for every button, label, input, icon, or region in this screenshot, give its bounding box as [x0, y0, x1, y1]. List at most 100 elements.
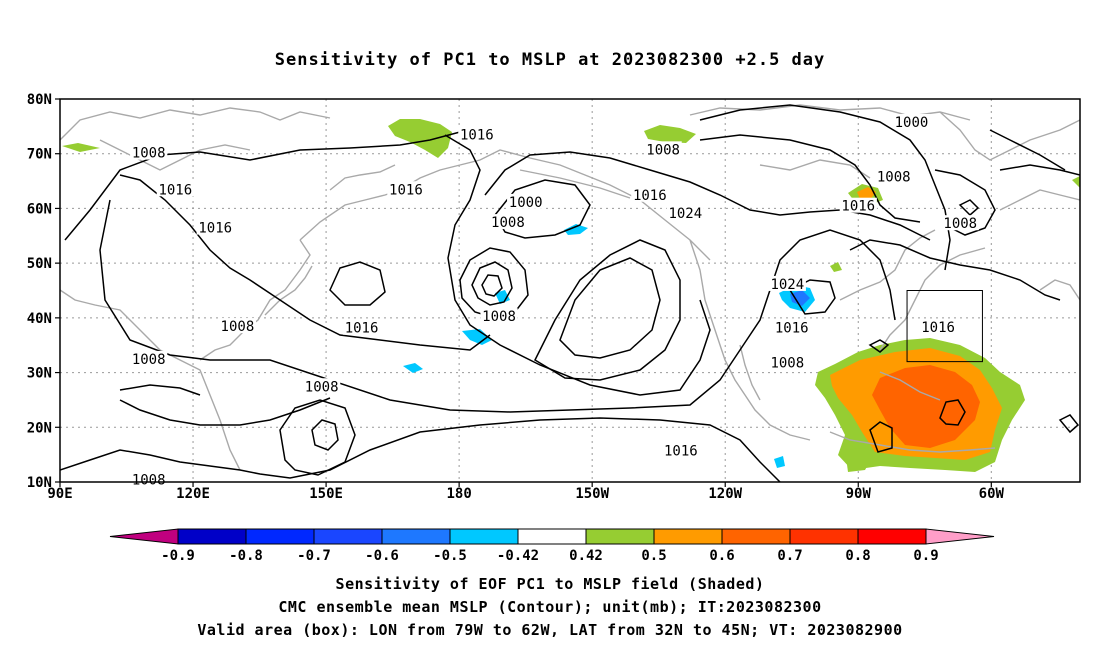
contour-label-bg [130, 350, 168, 366]
colorbar-tick-label: 0.7 [777, 548, 802, 564]
contour-label-bg [768, 354, 806, 370]
contour-label: 1008 [132, 472, 166, 488]
caption-contour: CMC ensemble mean MSLP (Contour); unit(m… [278, 598, 822, 616]
colorbar-tick-label: 0.8 [845, 548, 870, 564]
contour-label-bg [480, 308, 518, 324]
colorbar-swatch [449, 528, 519, 545]
chart-title: Sensitivity of PC1 to MSLP at 2023082300… [274, 50, 826, 70]
contour-label: 1008 [482, 309, 516, 325]
contour-label-bg [196, 219, 234, 235]
lat-tick-label: 20N [27, 420, 52, 436]
contour-label-bg [631, 186, 669, 202]
lat-tick-label: 70N [27, 147, 52, 163]
lat-tick-label: 30N [27, 366, 52, 382]
contour-label: 1000 [509, 195, 543, 211]
contour-label-bg [666, 204, 704, 220]
lon-tick-label: 120E [176, 486, 210, 502]
colorbar-tick-label: -0.7 [297, 548, 331, 564]
lon-tick-label: 150W [575, 486, 609, 502]
contour-label: 1016 [389, 182, 423, 198]
contour-label: 1016 [460, 128, 494, 144]
lat-tick-label: 50N [27, 256, 52, 272]
colorbar-max-arrow [925, 528, 995, 545]
coastlines [60, 104, 1080, 471]
caption-shading: Sensitivity of EOF PC1 to MSLP field (Sh… [335, 575, 765, 593]
contour-label: 1016 [841, 199, 875, 215]
lon-tick-label: 150E [309, 486, 343, 502]
contour-label-bg [303, 378, 341, 394]
contour-label-bg [892, 113, 931, 129]
contour-label: 1008 [132, 146, 166, 162]
valid-area-box [906, 290, 983, 363]
contour-label: 1016 [633, 188, 667, 204]
contour-label-bg [507, 193, 545, 209]
contour-label: 1016 [775, 321, 809, 337]
colorbar-tick-label: -0.9 [161, 548, 195, 564]
lon-tick-label: 90E [47, 486, 72, 502]
colorbar-swatch [585, 528, 655, 545]
contour-label: 1008 [491, 215, 525, 231]
colorbar-tick-label: 0.6 [709, 548, 734, 564]
contour-label: 1008 [221, 319, 255, 335]
lon-tick-label: 60W [979, 486, 1005, 502]
lon-tick-label: 120W [708, 486, 742, 502]
colorbar-swatch [245, 528, 315, 545]
colorbar-tick-label: 0.42 [569, 548, 603, 564]
contour-label-bg [941, 215, 979, 231]
contour-label: 1008 [646, 142, 680, 158]
contour-label-bg [342, 319, 381, 335]
lat-tick-label: 80N [27, 92, 52, 108]
colorbar-swatch [789, 528, 859, 545]
contour-label-bg [387, 181, 425, 197]
contour-label-bg [218, 318, 256, 334]
sensitivity-shading [62, 119, 1080, 472]
colorbar-swatch [517, 528, 587, 545]
colorbar-tick-label: -0.8 [229, 548, 263, 564]
contour-label-bg [156, 181, 194, 197]
contour-label: 1024 [770, 277, 804, 293]
contour-label: 1008 [877, 170, 911, 186]
lat-tick-label: 10N [27, 475, 52, 491]
contour-label: 1016 [921, 320, 955, 336]
contour-label-bg [839, 197, 877, 213]
colorbar-swatch [653, 528, 723, 545]
contour-label-bg [458, 126, 496, 142]
colorbar-swatch [177, 528, 247, 545]
colorbar-tick-label: -0.6 [365, 548, 399, 564]
contour-label: 1016 [345, 321, 379, 337]
contour-label: 1008 [943, 216, 977, 232]
colorbar-swatch [313, 528, 383, 545]
dotted-gridlines [60, 99, 1080, 482]
contour-label-bg [919, 319, 957, 335]
contour-label-bg [130, 144, 168, 160]
map-frame [59, 98, 1081, 483]
colorbar-swatch [857, 528, 927, 545]
colorbar-tick-label: -0.5 [433, 548, 467, 564]
caption-valid-area: Valid area (box): LON from 79W to 62W, L… [197, 621, 903, 639]
colorbar-tick-label: -0.42 [497, 548, 539, 564]
contour-label: 1008 [305, 379, 339, 395]
contour-label: 1016 [198, 221, 232, 237]
contour-label-bg [489, 214, 527, 230]
lat-tick-label: 60N [27, 201, 52, 217]
contour-label: 1008 [770, 356, 804, 372]
lat-tick-label: 40N [27, 311, 52, 327]
lon-tick-label: 180 [446, 486, 471, 502]
colorbar-min-arrow [109, 528, 179, 545]
contour-label-bg [662, 442, 700, 458]
contour-label-bg [773, 319, 811, 335]
contour-label: 1000 [895, 115, 929, 131]
colorbar-swatch [381, 528, 451, 545]
contour-label-bg [875, 168, 913, 184]
contour-label-bg [644, 141, 682, 157]
contour-label-bg [768, 275, 806, 291]
colorbar-tick-label: 0.5 [641, 548, 666, 564]
colorbar-swatch [721, 528, 791, 545]
contour-label: 1016 [158, 182, 192, 198]
mslp-contours [60, 104, 1080, 482]
contour-label: 1008 [132, 352, 166, 368]
contour-label: 1016 [664, 443, 698, 459]
